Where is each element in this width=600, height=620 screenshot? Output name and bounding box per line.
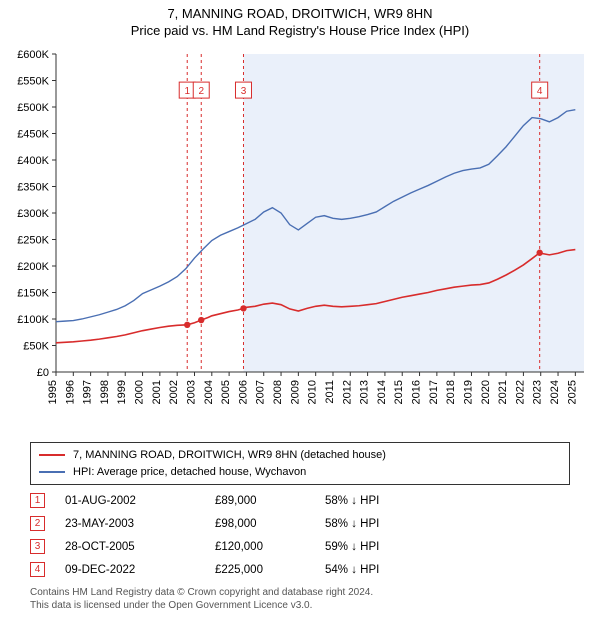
sale-marker: 3 [30,539,45,554]
down-arrow-icon: ↓ [351,518,357,530]
svg-text:£600K: £600K [17,49,49,61]
chart-svg: £0 £50K £100K £150K £200K £250K £300K £350K £400… [0,46,600,426]
svg-text:2000: 2000 [134,380,146,404]
svg-text:2020: 2020 [480,380,492,404]
svg-text:£200K: £200K [17,261,49,273]
legend-label-1: 7, MANNING ROAD, DROITWICH, WR9 8HN (det… [73,447,386,464]
legend-swatch-2 [39,471,65,473]
sale-price: £120,000 [215,541,325,553]
svg-text:2001: 2001 [151,380,163,404]
title-line-2: Price paid vs. HM Land Registry's House … [0,23,600,40]
svg-text:2022: 2022 [514,380,526,404]
svg-text:2016: 2016 [411,380,423,404]
svg-text:4: 4 [537,86,543,97]
legend-label-2: HPI: Average price, detached house, Wych… [73,464,306,481]
svg-text:£350K: £350K [17,182,49,194]
svg-text:1997: 1997 [82,380,94,404]
sale-marker: 1 [30,493,45,508]
svg-text:1995: 1995 [47,380,59,404]
svg-text:2010: 2010 [307,380,319,404]
svg-text:2025: 2025 [566,380,578,404]
svg-text:2009: 2009 [289,380,301,404]
footer-line-2: This data is licensed under the Open Gov… [30,599,373,612]
svg-text:3: 3 [241,86,247,97]
svg-text:2007: 2007 [255,380,267,404]
svg-text:£550K: £550K [17,76,49,88]
svg-text:2014: 2014 [376,380,388,404]
svg-text:2021: 2021 [497,380,509,404]
sales-table: 1 01-AUG-2002£89,00058% ↓ HPI 2 23-MAY-2003… [30,489,570,581]
chart-container: 7, MANNING ROAD, DROITWICH, WR9 8HN Pric… [0,0,600,620]
sales-row: 3 28-OCT-2005£120,00059% ↓ HPI [30,535,570,558]
svg-text:1: 1 [184,86,190,97]
svg-text:£100K: £100K [17,314,49,326]
legend-row-2: HPI: Average price, detached house, Wych… [39,464,561,481]
svg-text:2005: 2005 [220,380,232,404]
svg-text:2008: 2008 [272,380,284,404]
svg-text:1996: 1996 [64,380,76,404]
sale-date: 01-AUG-2002 [65,495,215,507]
sale-date: 28-OCT-2005 [65,541,215,553]
svg-text:£400K: £400K [17,155,49,167]
svg-text:2003: 2003 [185,380,197,404]
sale-pct: 58% ↓ HPI [325,518,425,530]
sale-marker: 2 [30,516,45,531]
svg-text:2019: 2019 [462,380,474,404]
svg-text:2012: 2012 [341,380,353,404]
svg-text:2004: 2004 [203,380,215,404]
legend-swatch-1 [39,454,65,456]
sale-price: £225,000 [215,564,325,576]
svg-text:2002: 2002 [168,380,180,404]
sale-price: £89,000 [215,495,325,507]
svg-text:1999: 1999 [116,380,128,404]
svg-text:2023: 2023 [532,380,544,404]
sales-row: 1 01-AUG-2002£89,00058% ↓ HPI [30,489,570,512]
sale-date: 09-DEC-2022 [65,564,215,576]
sale-price: £98,000 [215,518,325,530]
svg-text:2011: 2011 [324,380,336,404]
svg-text:£0: £0 [37,367,49,379]
svg-text:2017: 2017 [428,380,440,404]
footer-note: Contains HM Land Registry data © Crown c… [30,586,373,612]
legend-row-1: 7, MANNING ROAD, DROITWICH, WR9 8HN (det… [39,447,561,464]
down-arrow-icon: ↓ [351,564,357,576]
sales-row: 4 09-DEC-2022£225,00054% ↓ HPI [30,558,570,581]
sale-pct: 58% ↓ HPI [325,495,425,507]
down-arrow-icon: ↓ [351,495,357,507]
title-block: 7, MANNING ROAD, DROITWICH, WR9 8HN Pric… [0,0,600,40]
svg-text:£500K: £500K [17,102,49,114]
svg-text:1998: 1998 [99,380,111,404]
svg-text:2018: 2018 [445,380,457,404]
svg-text:2024: 2024 [549,380,561,404]
svg-text:£300K: £300K [17,208,49,220]
svg-text:2013: 2013 [359,380,371,404]
svg-text:£50K: £50K [23,341,49,353]
sale-pct: 59% ↓ HPI [325,541,425,553]
svg-text:2006: 2006 [237,380,249,404]
sales-row: 2 23-MAY-2003£98,00058% ↓ HPI [30,512,570,535]
svg-text:2015: 2015 [393,380,405,404]
title-line-1: 7, MANNING ROAD, DROITWICH, WR9 8HN [0,6,600,23]
sale-pct: 54% ↓ HPI [325,564,425,576]
footer-line-1: Contains HM Land Registry data © Crown c… [30,586,373,599]
down-arrow-icon: ↓ [351,541,357,553]
chart-area: £0 £50K £100K £150K £200K £250K £300K £350K £400… [0,46,600,426]
legend-box: 7, MANNING ROAD, DROITWICH, WR9 8HN (det… [30,442,570,485]
svg-text:2: 2 [198,86,204,97]
svg-text:£250K: £250K [17,235,49,247]
svg-text:£450K: £450K [17,129,49,141]
sale-marker: 4 [30,562,45,577]
svg-text:£150K: £150K [17,288,49,300]
sale-date: 23-MAY-2003 [65,518,215,530]
